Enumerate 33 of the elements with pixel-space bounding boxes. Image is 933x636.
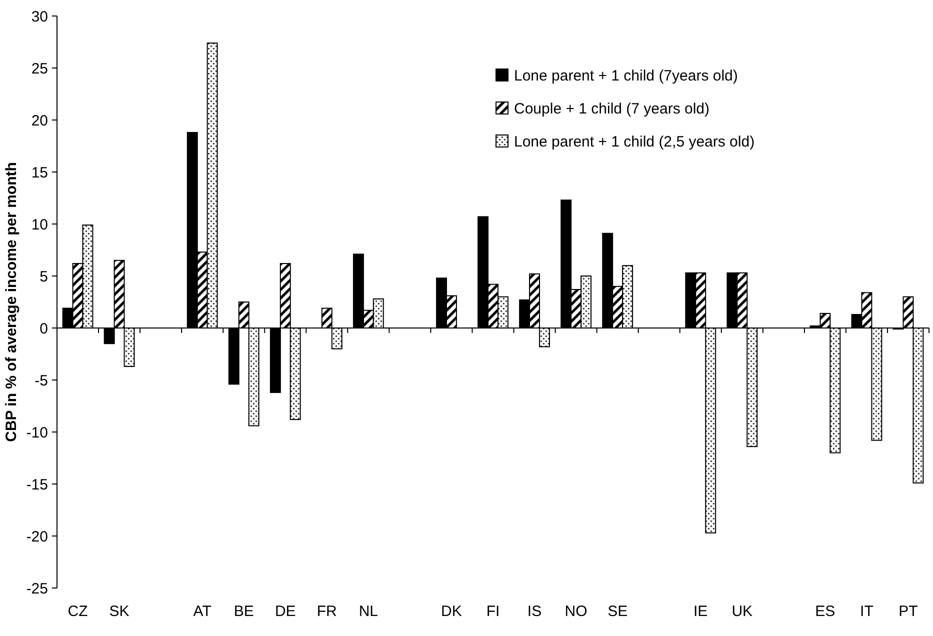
y-tick-label: 20 bbox=[31, 112, 48, 130]
y-tick-label: -10 bbox=[26, 424, 48, 442]
x-tick-label: DK bbox=[441, 603, 462, 620]
x-tick-label: DE bbox=[274, 603, 296, 620]
x-tick-label: FR bbox=[316, 603, 338, 620]
x-tick-label: NO bbox=[564, 603, 588, 620]
x-tick-label: NL bbox=[358, 603, 378, 620]
y-tick-label: -15 bbox=[26, 476, 48, 494]
y-tick-label: 0 bbox=[40, 320, 48, 338]
legend-label: Lone parent + 1 child (7years old) bbox=[514, 67, 738, 84]
y-tick-label: 5 bbox=[40, 268, 48, 286]
y-tick-label: 10 bbox=[31, 216, 48, 234]
y-tick-label: -5 bbox=[34, 372, 48, 390]
x-tick-label: AT bbox=[193, 603, 212, 620]
x-tick-label: IS bbox=[527, 603, 542, 620]
y-tick-label: 30 bbox=[31, 8, 48, 26]
y-tick-label: 25 bbox=[31, 60, 48, 78]
x-tick-label: UK bbox=[732, 603, 753, 620]
x-tick-label: SE bbox=[608, 603, 628, 620]
x-tick-label: ES bbox=[815, 603, 836, 620]
y-tick-label: 15 bbox=[31, 164, 48, 182]
x-tick-label: FI bbox=[486, 603, 500, 620]
y-tick-label: -25 bbox=[26, 580, 48, 598]
x-tick-label: IT bbox=[860, 603, 874, 620]
y-tick-label: -20 bbox=[26, 528, 48, 546]
legend-label: Couple + 1 child (7 years old) bbox=[514, 100, 710, 118]
x-tick-label: IE bbox=[694, 603, 708, 620]
y-axis-title: CBP in % of average income per month bbox=[3, 162, 20, 442]
x-tick-label: BE bbox=[234, 603, 254, 620]
x-tick-label: PT bbox=[898, 603, 918, 620]
x-tick-label: CZ bbox=[68, 603, 88, 620]
legend-label: Lone parent + 1 child (2,5 years old) bbox=[514, 133, 755, 150]
x-tick-label: SK bbox=[109, 603, 130, 620]
